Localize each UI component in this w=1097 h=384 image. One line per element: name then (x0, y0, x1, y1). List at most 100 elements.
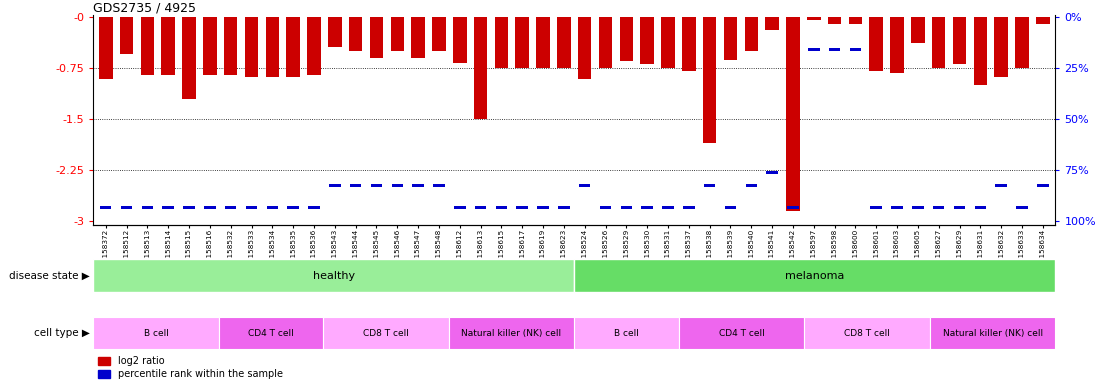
Bar (140, 17, 155, 74)
Bar (267, 206, 278, 209)
Bar (120, 17, 134, 54)
Bar (328, 17, 341, 47)
Bar (1016, 206, 1028, 209)
Bar (308, 206, 319, 209)
Bar (870, 17, 883, 71)
FancyBboxPatch shape (93, 259, 574, 292)
Legend: log2 ratio, percentile rank within the sample: log2 ratio, percentile rank within the s… (98, 356, 283, 379)
Text: cell type ▶: cell type ▶ (34, 328, 90, 338)
Bar (912, 17, 925, 43)
Text: CD4 T cell: CD4 T cell (719, 329, 765, 338)
Bar (829, 48, 840, 51)
Bar (265, 17, 279, 77)
Bar (557, 17, 570, 68)
Bar (871, 206, 882, 209)
Bar (807, 17, 821, 20)
Bar (100, 206, 112, 209)
Bar (371, 184, 382, 187)
Bar (411, 17, 425, 58)
Bar (973, 17, 987, 85)
Text: CD8 T cell: CD8 T cell (363, 329, 409, 338)
Text: CD4 T cell: CD4 T cell (248, 329, 294, 338)
Bar (495, 17, 508, 68)
Bar (850, 48, 861, 51)
Bar (953, 206, 965, 209)
Bar (704, 184, 715, 187)
Bar (432, 17, 445, 51)
Bar (93, 317, 218, 349)
Bar (391, 17, 404, 51)
Bar (474, 17, 487, 119)
Bar (183, 206, 195, 209)
Bar (787, 17, 800, 211)
Bar (953, 17, 966, 65)
Bar (142, 206, 154, 209)
Bar (578, 17, 591, 79)
Text: disease state ▶: disease state ▶ (9, 270, 90, 281)
Bar (454, 206, 465, 209)
Bar (517, 206, 528, 209)
Bar (746, 184, 757, 187)
Text: healthy: healthy (313, 270, 354, 281)
Bar (350, 184, 361, 187)
Bar (99, 17, 113, 79)
Bar (724, 17, 737, 60)
Bar (599, 17, 612, 68)
Bar (496, 206, 507, 209)
Bar (536, 17, 550, 68)
Bar (642, 206, 653, 209)
Bar (307, 17, 320, 74)
Bar (621, 206, 632, 209)
Bar (788, 206, 799, 209)
Bar (804, 317, 930, 349)
Text: GDS2735 / 4925: GDS2735 / 4925 (93, 1, 196, 14)
Bar (392, 184, 403, 187)
Bar (121, 206, 133, 209)
Bar (663, 206, 674, 209)
Bar (932, 17, 946, 68)
Bar (891, 17, 904, 73)
Bar (679, 317, 804, 349)
Bar (433, 184, 444, 187)
Bar (218, 317, 324, 349)
Bar (1036, 17, 1050, 23)
Bar (661, 17, 675, 68)
Bar (203, 17, 216, 74)
Bar (974, 206, 986, 209)
Bar (204, 206, 216, 209)
FancyBboxPatch shape (574, 259, 1055, 292)
Bar (453, 17, 466, 63)
Bar (224, 17, 237, 74)
Bar (766, 17, 779, 30)
Text: Natural killer (NK) cell: Natural killer (NK) cell (942, 329, 1042, 338)
Bar (703, 17, 716, 143)
Bar (767, 171, 778, 174)
Text: melanoma: melanoma (785, 270, 845, 281)
Bar (162, 206, 174, 209)
Bar (449, 317, 574, 349)
Bar (161, 17, 176, 74)
Text: B cell: B cell (144, 329, 169, 338)
Bar (538, 206, 548, 209)
Text: B cell: B cell (614, 329, 640, 338)
Bar (579, 184, 590, 187)
Bar (1037, 184, 1049, 187)
Bar (995, 184, 1007, 187)
Bar (849, 17, 862, 23)
Bar (245, 17, 258, 77)
Bar (516, 17, 529, 68)
Bar (287, 206, 298, 209)
Bar (1015, 17, 1029, 68)
Bar (324, 317, 449, 349)
Text: Natural killer (NK) cell: Natural killer (NK) cell (462, 329, 562, 338)
Bar (286, 17, 299, 77)
Bar (808, 48, 819, 51)
Bar (891, 206, 903, 209)
Bar (682, 17, 695, 71)
Text: CD8 T cell: CD8 T cell (845, 329, 890, 338)
Bar (558, 206, 569, 209)
Bar (475, 206, 486, 209)
Bar (994, 17, 1008, 77)
Bar (225, 206, 237, 209)
Bar (930, 317, 1055, 349)
